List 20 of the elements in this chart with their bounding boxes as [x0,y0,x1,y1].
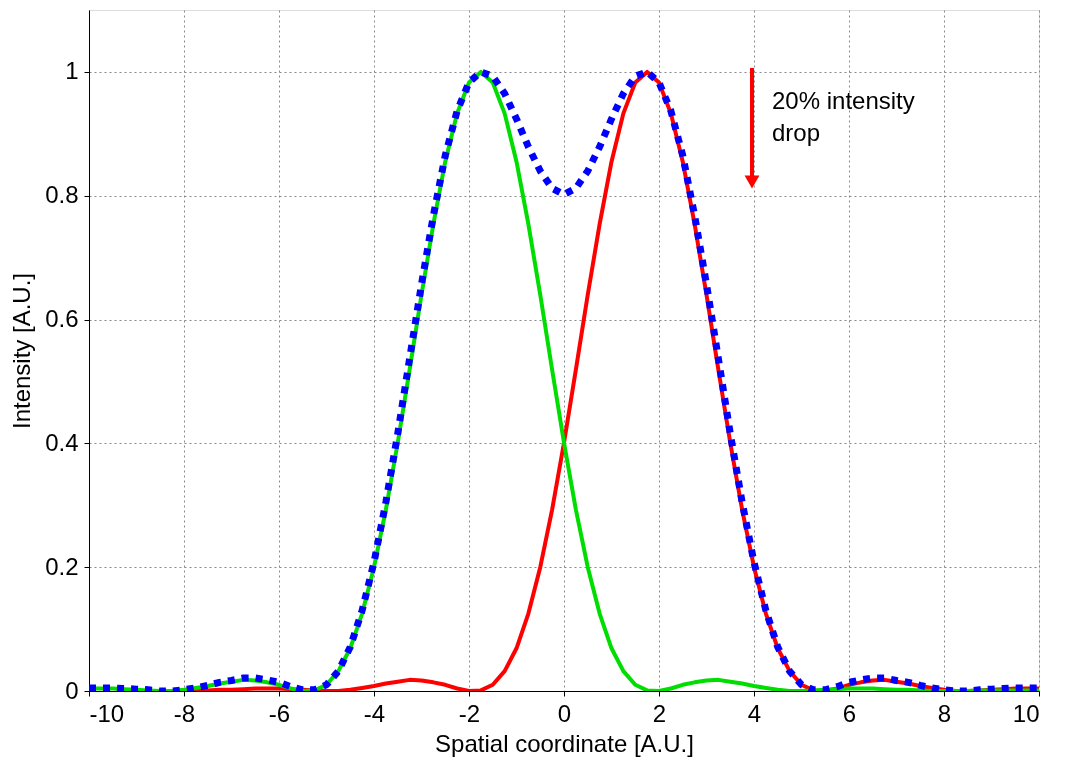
x-tick-label: -8 [173,699,196,727]
x-tick-label: 10 [1012,699,1040,727]
y-tick-label: 0.8 [45,181,79,209]
x-tick-label: 2 [652,699,667,727]
x-tick-label: -6 [268,699,291,727]
x-tick-label: 4 [747,699,762,727]
y-tick-label: 1 [65,57,79,85]
y-tick-label: 0.4 [45,428,79,456]
x-tick-label: -2 [458,699,481,727]
y-tick-label: 0.2 [45,552,79,580]
x-tick-label: 0 [557,699,572,727]
y-tick-label: 0.6 [45,305,79,333]
x-tick-label: 6 [842,699,857,727]
x-tick-label: 8 [937,699,952,727]
x-tick-label: -10 [89,699,125,727]
y-axis-title: Intensity [A.U.] [8,272,36,430]
annotation: 20% intensity drop [772,87,915,146]
x-tick-label: -4 [363,699,386,727]
x-axis-title: Spatial coordinate [A.U.] [435,729,694,757]
y-tick-label: 0 [65,676,79,704]
